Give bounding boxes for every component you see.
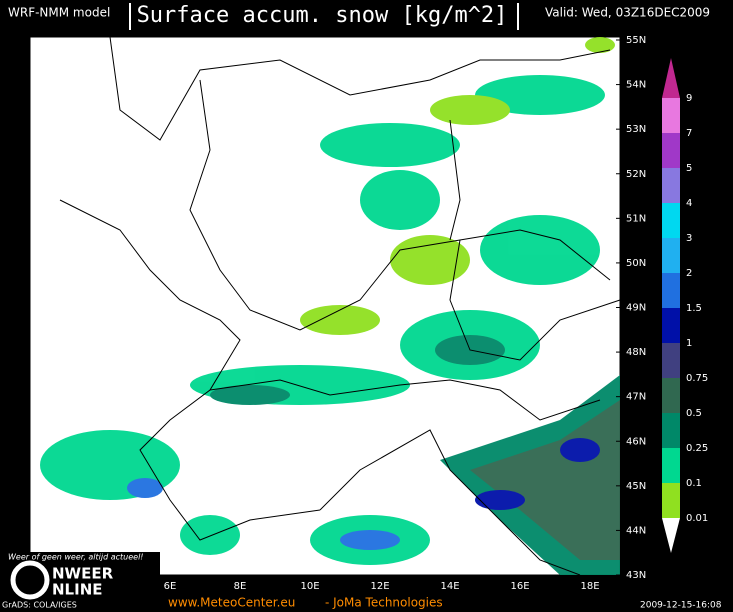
lon-label: 10E	[300, 581, 319, 592]
lon-label: 14E	[440, 581, 459, 592]
logo-ring	[10, 560, 50, 600]
snow-area	[210, 385, 290, 405]
colorbar-label: 0.5	[686, 408, 702, 419]
snow-area	[180, 515, 240, 555]
border	[449, 119, 461, 241]
snow-area	[475, 490, 525, 510]
colorbar-swatch	[662, 98, 680, 133]
colorbar-label: 1	[686, 338, 692, 349]
coastline	[109, 36, 611, 141]
logo-slogan: Weer of geen weer, altijd actueel!	[8, 553, 144, 562]
snow-area	[390, 235, 470, 285]
colorbar-swatch	[662, 238, 680, 273]
colorbar-label: 1.5	[686, 303, 702, 314]
snow-area	[480, 215, 600, 285]
colorbar-cap	[662, 518, 680, 553]
colorbar-swatch	[662, 273, 680, 308]
site-url: www.MeteoCenter.eu	[168, 596, 295, 610]
lat-label: 45N	[626, 481, 646, 492]
company: - JoMa Technologies	[325, 596, 443, 610]
snow-area	[127, 478, 163, 498]
colorbar-swatch	[662, 133, 680, 168]
snow-area	[300, 305, 380, 335]
timestamp: 2009-12-15-16:08	[640, 601, 722, 611]
logo-line1: NWEER	[52, 565, 114, 583]
lat-label: 55N	[626, 35, 646, 46]
snow-area	[360, 170, 440, 230]
lat-label: 43N	[626, 570, 646, 581]
colorbar-label: 9	[686, 93, 692, 104]
snow-area	[560, 438, 600, 462]
lat-label: 52N	[626, 169, 646, 180]
border	[189, 79, 611, 331]
colorbar-swatch	[662, 343, 680, 378]
snow-area	[320, 123, 460, 167]
colorbar-cap	[662, 58, 680, 98]
colorbar-label: 0.75	[686, 373, 708, 384]
colorbar-swatch	[662, 483, 680, 518]
valid-time: Valid: Wed, 03Z16DEC2009	[545, 6, 710, 20]
colorbar-label: 0.25	[686, 443, 708, 454]
lat-label: 54N	[626, 80, 646, 91]
border	[209, 379, 601, 421]
colorbar-label: 3	[686, 233, 692, 244]
logo-line2: NLINE	[52, 581, 103, 599]
map-title: Surface accum. snow [kg/m^2]	[137, 3, 508, 28]
borders	[59, 36, 621, 576]
snow-area	[430, 95, 510, 125]
colorbar-swatch	[662, 168, 680, 203]
colorbar-swatch	[662, 308, 680, 343]
lon-label: 12E	[370, 581, 389, 592]
border	[449, 239, 621, 361]
colorbar-label: 2	[686, 268, 692, 279]
lat-label: 49N	[626, 303, 646, 314]
colorbar-label: 4	[686, 198, 692, 209]
snow-area	[340, 530, 400, 550]
lat-label: 50N	[626, 258, 646, 269]
lat-label: 53N	[626, 124, 646, 135]
colorbar-swatch	[662, 203, 680, 238]
coastline	[319, 429, 581, 576]
lon-label: 8E	[234, 581, 247, 592]
lat-label: 47N	[626, 392, 646, 403]
colorbar-swatch	[662, 448, 680, 483]
colorbar-label: 5	[686, 163, 692, 174]
lon-label: 6E	[164, 581, 177, 592]
lon-label: 16E	[510, 581, 529, 592]
colorbar-swatch	[662, 378, 680, 413]
grads-credit: GrADS: COLA/IGES	[2, 601, 77, 610]
model-label: WRF-NMM model	[8, 6, 110, 20]
lat-label: 51N	[626, 213, 646, 224]
colorbar-label: 7	[686, 128, 692, 139]
snow-area	[585, 37, 615, 53]
snow-field	[40, 37, 620, 575]
lat-label: 46N	[626, 436, 646, 447]
lon-label: 18E	[580, 581, 599, 592]
lat-label: 48N	[626, 347, 646, 358]
colorbar-swatch	[662, 413, 680, 448]
logo-box	[0, 552, 160, 600]
lat-label: 44N	[626, 525, 646, 536]
colorbar-label: 0.01	[686, 513, 708, 524]
colorbar-label: 0.1	[686, 478, 702, 489]
